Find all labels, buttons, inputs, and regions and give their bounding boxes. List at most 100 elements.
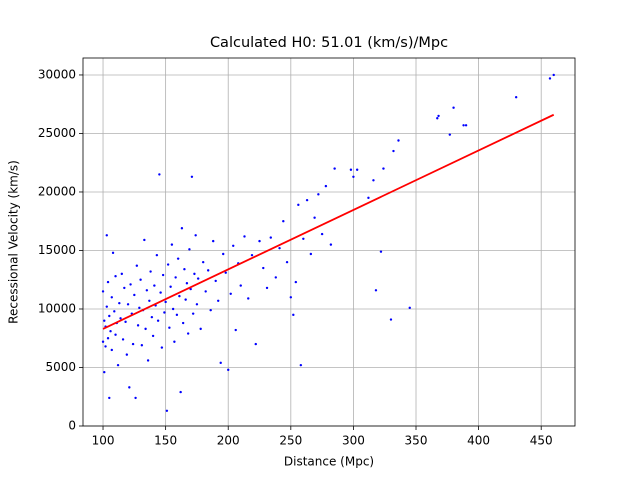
point <box>103 319 106 322</box>
point <box>175 313 179 317</box>
point <box>324 184 328 188</box>
point <box>105 305 108 308</box>
point <box>201 260 205 264</box>
point <box>151 334 155 338</box>
point <box>174 276 177 279</box>
point <box>108 314 111 318</box>
x-tick-label: 250 <box>279 434 302 448</box>
point <box>297 203 300 207</box>
point <box>333 167 336 170</box>
plot-frame <box>82 57 576 427</box>
point <box>448 133 452 136</box>
point <box>372 179 375 182</box>
point <box>239 284 242 287</box>
point <box>133 293 136 297</box>
y-tick-label: 5000 <box>45 360 76 374</box>
point <box>436 117 439 120</box>
point <box>134 396 137 400</box>
point <box>146 359 150 362</box>
point <box>320 232 324 236</box>
point <box>209 308 212 312</box>
point <box>103 370 106 374</box>
point <box>299 363 303 367</box>
point <box>222 252 225 256</box>
point <box>113 310 116 313</box>
point <box>186 332 190 335</box>
point <box>313 216 316 219</box>
point <box>219 361 222 365</box>
point <box>158 173 161 176</box>
y-axis-label: Recessional Velocity (km/s) <box>7 160 21 324</box>
point <box>176 257 180 260</box>
x-tick-label: 300 <box>342 434 365 448</box>
point <box>379 250 383 253</box>
point <box>169 285 172 288</box>
x-tick-label: 200 <box>217 434 240 448</box>
point <box>160 346 164 349</box>
fit-line <box>102 113 555 330</box>
point <box>199 327 202 331</box>
point <box>140 344 144 347</box>
point <box>265 286 269 290</box>
point <box>382 167 385 170</box>
y-tick-label: 25000 <box>38 126 76 140</box>
point <box>179 390 182 394</box>
point <box>227 368 230 372</box>
point <box>111 251 115 255</box>
point <box>243 235 246 238</box>
point <box>389 318 393 321</box>
point <box>464 124 468 127</box>
point <box>392 149 395 153</box>
point <box>262 266 265 270</box>
point <box>269 236 272 239</box>
point <box>168 326 171 329</box>
point <box>150 315 154 319</box>
point <box>191 312 195 315</box>
point <box>188 248 191 251</box>
point <box>121 338 125 341</box>
point <box>180 227 184 230</box>
point <box>123 286 126 290</box>
point <box>183 268 186 271</box>
point <box>164 300 167 304</box>
point <box>194 234 197 237</box>
point <box>193 272 196 276</box>
point <box>302 237 305 240</box>
x-tick-label: 400 <box>467 434 490 448</box>
point <box>120 272 124 276</box>
point <box>136 324 140 327</box>
point <box>190 175 194 178</box>
point <box>195 303 199 306</box>
point <box>437 114 440 118</box>
point <box>234 328 237 332</box>
y-tick-label: 15000 <box>38 243 76 257</box>
point <box>156 319 160 322</box>
point <box>114 275 117 278</box>
point <box>285 260 289 264</box>
point <box>355 168 359 171</box>
point <box>131 342 135 346</box>
point <box>148 299 151 302</box>
point <box>282 220 285 223</box>
point <box>155 253 159 257</box>
point <box>128 386 131 389</box>
point <box>250 253 254 257</box>
point <box>149 270 152 273</box>
point <box>106 337 110 340</box>
point <box>161 273 165 277</box>
point <box>224 271 227 274</box>
point <box>144 327 147 331</box>
point <box>181 321 185 325</box>
point <box>138 306 141 310</box>
point <box>185 282 189 285</box>
point <box>232 244 235 248</box>
point <box>170 243 174 246</box>
point <box>129 283 132 286</box>
y-tick-label: 30000 <box>38 67 76 81</box>
point <box>289 296 293 299</box>
point <box>163 311 166 314</box>
point <box>452 106 455 109</box>
point <box>211 239 215 243</box>
point <box>106 280 110 284</box>
